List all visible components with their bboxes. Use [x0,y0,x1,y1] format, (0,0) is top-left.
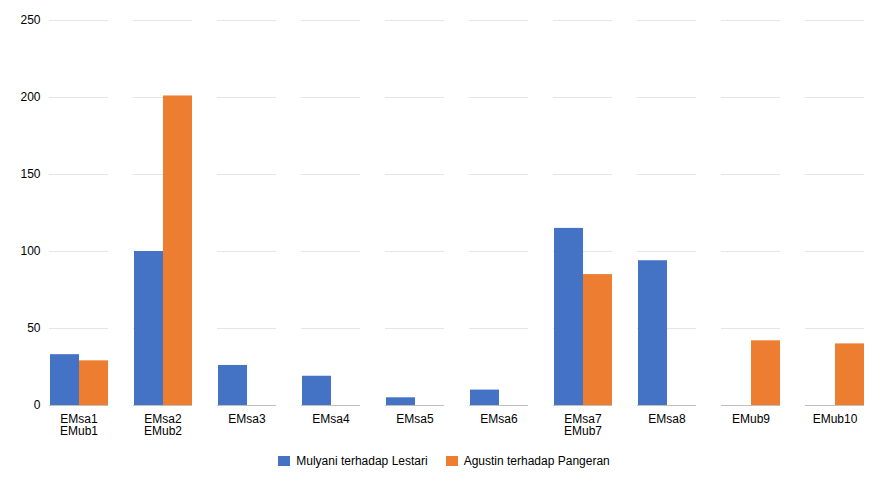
svg-text:200: 200 [20,90,40,104]
svg-text:EMsa2EMub2: EMsa2EMub2 [144,412,182,438]
html-text:Agustin terhadap Pangeran: Agustin terhadap Pangeran [463,454,610,468]
svg-text:50: 50 [27,321,41,335]
svg-text:250: 250 [20,13,40,27]
svg-text:EMsa7EMub7: EMsa7EMub7 [564,412,602,438]
svg-text:EMsa6: EMsa6 [480,412,518,426]
svg-text:EMsa3: EMsa3 [228,412,266,426]
html-text:Mulyani terhadap Lestari: Mulyani terhadap Lestari [296,454,428,468]
svg-text:EMsa8: EMsa8 [648,412,686,426]
svg-text:EMub10: EMub10 [813,412,858,426]
svg-text:EMub9: EMub9 [732,412,770,426]
svg-text:0: 0 [34,398,41,412]
svg-text:EMsa4: EMsa4 [312,412,350,426]
svg-text:100: 100 [20,244,40,258]
svg-text:150: 150 [20,167,40,181]
svg-text:EMsa1EMub1: EMsa1EMub1 [60,412,98,438]
svg-text:EMsa5: EMsa5 [396,412,434,426]
